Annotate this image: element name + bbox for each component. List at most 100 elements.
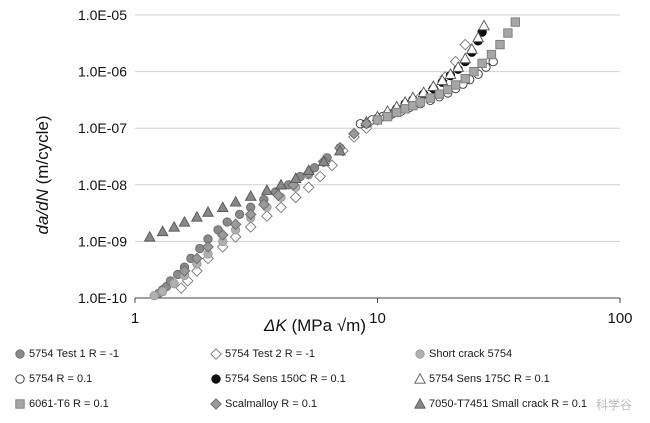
data-point (289, 191, 302, 204)
data-point (178, 265, 191, 277)
legend-marker-icon (211, 374, 221, 384)
y-tick-label: 1.0E-07 (78, 120, 127, 136)
data-point (400, 104, 410, 114)
data-point (392, 107, 402, 118)
data-point (244, 190, 257, 201)
data-point (156, 225, 169, 237)
legend-label: 5754 Test 1 R = -1 (29, 348, 119, 360)
data-point (360, 117, 373, 130)
data-point (244, 208, 257, 221)
legend-label: 5754 Sens 175C R = 0.1 (429, 373, 550, 385)
x-tick-label: 1 (131, 310, 139, 327)
chart: 1.0E-10 1.0E-09 1.0E-08 1.0E-07 1.0E-06 1.0E-… (33, 7, 633, 335)
legend-label: Scalmalloy R = 0.1 (225, 398, 318, 410)
data-point (326, 159, 338, 172)
data-point (275, 201, 287, 214)
x-axis-label-main: ΔK (263, 316, 287, 335)
series-group (143, 144, 346, 242)
legend-item: 5754 Test 2 R = -1 (210, 348, 315, 360)
data-point (275, 178, 287, 190)
data-point (258, 198, 270, 211)
legend-marker-icon (15, 399, 25, 409)
data-point (443, 84, 453, 95)
legend: 5754 Test 1 R = -1 5754 Test 2 R = -1 Shor… (0, 340, 650, 420)
legend-marker-icon (15, 349, 25, 359)
x-axis-label: ΔK (MPa √m) (263, 316, 366, 335)
data-point (195, 243, 205, 254)
data-point (450, 80, 461, 90)
x-axis-label-unit: (MPa √m) (287, 316, 366, 335)
data-point (302, 181, 315, 194)
legend-marker (414, 373, 426, 384)
data-point (469, 66, 479, 77)
legend-item: 5754 Test 1 R = -1 (14, 348, 119, 360)
data-point (191, 252, 203, 265)
data-point (169, 278, 179, 289)
legend-marker-icon (210, 398, 222, 410)
data-point (260, 184, 273, 195)
legend-marker (415, 349, 425, 359)
y-tick-label: 1.0E-10 (78, 290, 127, 306)
data-point (510, 17, 520, 27)
data-point (229, 231, 242, 243)
y-axis-label-unit: (m/cycle) (33, 115, 52, 189)
legend-item: 7050-T7451 Small crack R = 0.1 (414, 398, 587, 410)
y-axis-ticks: 1.0E-10 1.0E-09 1.0E-08 1.0E-07 1.0E-06 1.0E-… (78, 7, 127, 306)
x-tick-label: 10 (369, 310, 386, 327)
data-point (427, 80, 440, 91)
legend-marker (15, 399, 25, 409)
data-point (222, 217, 232, 227)
legend-marker (15, 374, 25, 384)
data-point (415, 97, 425, 107)
data-point (460, 74, 470, 84)
data-point (486, 49, 497, 60)
data-point (452, 60, 465, 72)
legend-label: 7050-T7451 Small crack R = 0.1 (429, 398, 588, 410)
data-point (244, 221, 257, 233)
data-point (272, 189, 285, 202)
legend-marker (210, 398, 222, 410)
data-point (261, 210, 273, 222)
data-point (372, 115, 383, 125)
y-tick-label: 1.0E-05 (78, 7, 127, 23)
data-point (477, 58, 487, 68)
data-point (503, 28, 513, 38)
data-point (229, 195, 242, 207)
data-point (478, 19, 491, 31)
data-point (472, 31, 485, 43)
legend-item: 5754 Sens 175C R = 0.1 (414, 373, 550, 385)
data-point (168, 220, 181, 232)
legend-marker (210, 348, 222, 360)
data-point (149, 291, 159, 301)
legend-marker-icon (210, 348, 222, 360)
y-tick-label: 1.0E-06 (78, 64, 127, 80)
data-point (317, 155, 330, 166)
x-tick-label: 100 (607, 310, 632, 327)
data-point (434, 89, 445, 99)
legend-label: 5754 Test 2 R = -1 (225, 348, 315, 360)
data-point (302, 164, 315, 176)
legend-item: 5754 R = 0.1 (14, 373, 92, 385)
data-point (191, 265, 203, 277)
data-point (190, 210, 203, 222)
data-point (229, 218, 242, 231)
legend-item: 6061-T6 R = 0.1 (14, 398, 109, 410)
legend-marker (211, 374, 221, 384)
watermark: 科学谷 (595, 398, 632, 412)
data-point (436, 74, 449, 86)
data-point (459, 52, 472, 64)
data-point (348, 127, 360, 140)
data-point (234, 209, 245, 220)
gridlines (135, 14, 620, 299)
data-point (444, 68, 457, 79)
y-tick-label: 1.0E-09 (78, 233, 127, 249)
legend-item: 5754 Sens 150C R = 0.1 (210, 373, 346, 385)
data-point (425, 93, 435, 103)
legend-marker-icon (15, 374, 25, 384)
data-point (382, 111, 393, 122)
data-point (495, 39, 505, 50)
y-axis-label-main: da/dN (33, 188, 52, 234)
data-point (459, 38, 472, 51)
legend-item: Short crack 5754 (414, 348, 512, 360)
data-point (314, 170, 326, 183)
